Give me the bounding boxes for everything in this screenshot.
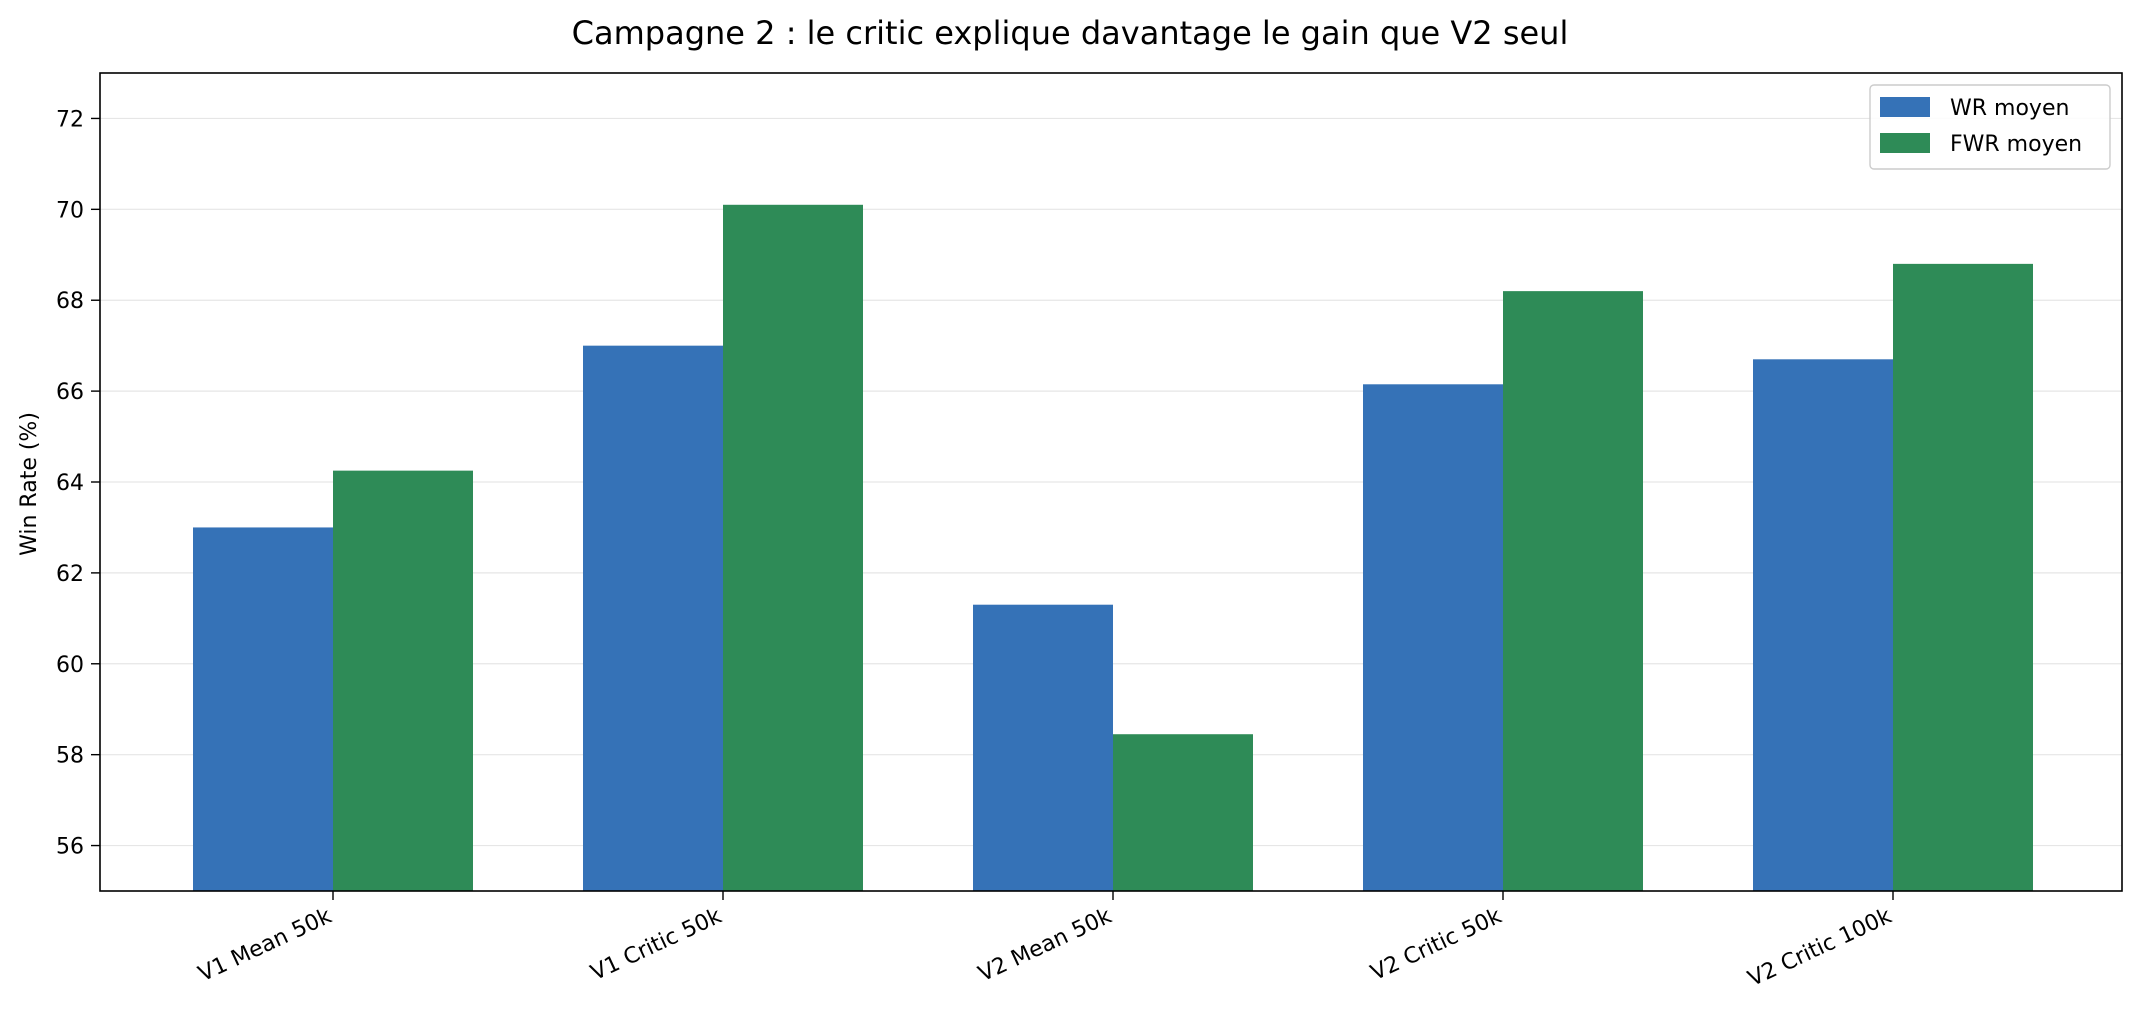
legend-label: FWR moyen bbox=[1950, 132, 2082, 157]
x-tick-label: V2 Mean 50k bbox=[975, 904, 1116, 988]
bar-wr-moyen bbox=[583, 345, 723, 892]
bar-fwr-moyen bbox=[1113, 734, 1253, 891]
y-tick-label: 62 bbox=[56, 562, 84, 587]
y-axis: 56 58 60 62 64 66 68 70 72 bbox=[56, 107, 100, 860]
x-tick-label: V2 Critic 100k bbox=[1744, 904, 1895, 992]
bar-fwr-moyen bbox=[333, 470, 473, 891]
y-tick-label: 70 bbox=[56, 198, 84, 223]
legend-swatch bbox=[1880, 133, 1930, 153]
x-tick-label: V1 Mean 50k bbox=[195, 904, 336, 988]
y-tick-label: 56 bbox=[56, 835, 84, 860]
y-tick-label: 72 bbox=[56, 107, 84, 132]
x-axis: V1 Mean 50k V1 Critic 50k V2 Mean 50k V2 Cr… bbox=[195, 891, 1896, 992]
bar-wr-moyen bbox=[1363, 384, 1503, 891]
bar-wr-moyen bbox=[1753, 359, 1893, 891]
y-tick-label: 68 bbox=[56, 289, 84, 314]
x-tick-label: V1 Critic 50k bbox=[587, 904, 726, 986]
bar-wr-moyen bbox=[193, 527, 333, 891]
y-axis-label: Win Rate (%) bbox=[17, 412, 42, 556]
x-tick-label: V2 Critic 50k bbox=[1367, 904, 1506, 986]
bar-fwr-moyen bbox=[723, 204, 863, 892]
legend: WR moyen FWR moyen bbox=[1869, 84, 2111, 170]
y-tick-label: 60 bbox=[56, 653, 84, 678]
bar-fwr-moyen bbox=[1503, 291, 1643, 892]
bars bbox=[193, 204, 2033, 892]
bar-wr-moyen bbox=[973, 604, 1113, 891]
legend-label: WR moyen bbox=[1950, 96, 2069, 121]
legend-swatch bbox=[1880, 97, 1930, 117]
y-tick-label: 64 bbox=[56, 471, 84, 496]
y-tick-label: 66 bbox=[56, 380, 84, 405]
chart-title: Campagne 2 : le critic explique davantag… bbox=[572, 14, 1569, 52]
bar-fwr-moyen bbox=[1893, 263, 2033, 891]
y-tick-label: 58 bbox=[56, 744, 84, 769]
